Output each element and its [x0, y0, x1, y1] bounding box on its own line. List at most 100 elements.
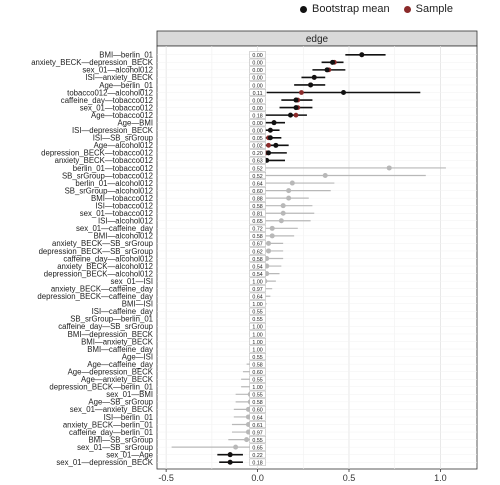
y-label: SB_srGroup—alcohol012	[65, 186, 153, 195]
sample-swatch	[403, 5, 411, 13]
p-label-box	[249, 141, 266, 149]
y-label: sex_01—tobacco012	[80, 103, 153, 112]
y-label: BMI—caffeine_day	[87, 345, 153, 354]
p-label: 0.61	[252, 423, 262, 429]
p-label: 1.00	[252, 325, 262, 331]
p-label: 0.55	[252, 317, 262, 323]
p-label: 0.00	[252, 106, 262, 112]
y-label: ISI—SB_srGroup	[93, 134, 154, 143]
p-label-box	[249, 111, 266, 119]
y-label: ISI—anxiety_BECK	[85, 73, 153, 82]
y-label: depression_BECK—tobacco012	[41, 149, 153, 158]
p-label: 0.63	[252, 159, 262, 165]
p-label: 0.00	[252, 83, 262, 89]
p-label: 0.22	[252, 453, 262, 459]
p-label: 0.05	[252, 136, 262, 142]
bootstrap-mean-point	[287, 112, 293, 118]
y-label: caffeine_day—tobacco012	[61, 96, 153, 105]
p-label-box	[249, 458, 266, 466]
p-label: 1.00	[252, 347, 262, 353]
p-label: 0.54	[252, 272, 262, 278]
p-label: 0.72	[252, 227, 262, 233]
p-label: 0.58	[252, 362, 262, 368]
bootstrap-mean-point	[267, 127, 273, 133]
y-label: sex_01—BMI	[106, 390, 153, 399]
p-label: 0.54	[252, 264, 262, 270]
y-label: Age—depression_BECK	[68, 367, 154, 376]
p-label-box	[249, 270, 266, 278]
y-label: sex_01—ISI	[111, 277, 153, 286]
p-label-box	[249, 164, 266, 172]
p-label-box	[249, 262, 266, 270]
bootstrap-mean-point	[266, 150, 272, 156]
p-label-box	[249, 119, 266, 127]
y-label: caffeine_day—berlin_01	[69, 428, 153, 437]
y-label: anxiety_BECK—SB_srGroup	[52, 239, 154, 248]
p-label-box	[249, 58, 266, 66]
p-label: 0.00	[252, 68, 262, 74]
bootstrap-mean-point	[386, 165, 392, 171]
p-label-box	[249, 179, 266, 187]
bootstrap-mean-point	[266, 248, 272, 254]
bootstrap-mean-point	[269, 233, 275, 239]
p-label-box	[249, 360, 266, 368]
p-label: 0.00	[252, 61, 262, 67]
legend-label-bootstrap: Bootstrap mean	[312, 3, 390, 15]
p-label-box	[249, 126, 266, 134]
bootstrap-mean-point	[359, 52, 365, 58]
p-label: 0.58	[252, 204, 262, 210]
p-label: 0.65	[252, 219, 262, 225]
y-label: Age—BMI	[117, 118, 153, 127]
p-label: 0.55	[252, 378, 262, 384]
p-label-box	[249, 390, 266, 398]
y-label: ISI—depression_BECK	[72, 126, 154, 135]
bootstrap-mean-point	[227, 459, 233, 465]
p-label: 0.60	[252, 408, 262, 414]
y-label: sex_01—depression_BECK	[56, 458, 153, 467]
sample-point	[299, 90, 304, 95]
p-label: 0.18	[252, 461, 262, 467]
p-label: 0.97	[252, 287, 262, 293]
bootstrap-mean-point	[280, 210, 286, 216]
bootstrap-mean-point	[286, 188, 292, 194]
sample-point	[266, 142, 271, 148]
p-label-box	[249, 398, 266, 406]
p-label: 1.00	[252, 302, 262, 308]
p-label-box	[249, 202, 266, 210]
p-label: 0.64	[252, 181, 262, 187]
p-label: 0.00	[252, 53, 262, 59]
bootstrap-mean-point	[269, 225, 275, 231]
p-label-box	[249, 104, 266, 112]
p-label-box	[249, 73, 266, 81]
y-label: Age—tobacco012	[91, 111, 153, 120]
p-label-box	[249, 247, 266, 255]
bootstrap-mean-point	[311, 74, 317, 80]
p-label-box	[249, 353, 266, 361]
y-label: Age—anxiety_BECK	[81, 375, 154, 384]
p-label: 0.58	[252, 234, 262, 240]
y-label: SB_srGroup—berlin_01	[70, 315, 153, 324]
y-label: SB_srGroup—tobacco012	[62, 171, 153, 180]
bootstrap-mean-point	[271, 120, 277, 126]
p-label-box	[249, 345, 266, 353]
legend-item-sample: Sample	[403, 3, 453, 15]
bootstrap-mean-point	[227, 452, 233, 458]
p-label: 0.58	[252, 400, 262, 406]
y-label: sex_01—alcohol012	[82, 66, 153, 75]
y-label: anxiety_BECK—tobacco012	[55, 156, 153, 165]
y-label: Age—berlin_01	[99, 81, 153, 90]
y-label: berlin_01—tobacco012	[73, 164, 153, 173]
bootstrap-mean-point	[308, 82, 314, 88]
y-label: ISI—alcohol012	[98, 217, 153, 226]
p-label-box	[249, 81, 266, 89]
bootstrap-mean-point	[267, 135, 273, 141]
p-label-box	[249, 217, 266, 225]
p-label: 0.97	[252, 430, 262, 436]
p-label: 0.18	[252, 113, 262, 119]
p-label-box	[249, 300, 266, 308]
bootstrap-mean-swatch	[300, 5, 307, 13]
y-label: sex_01—anxiety_BECK	[70, 405, 154, 414]
y-label: anxiety_BECK—depression_BECK	[31, 58, 154, 67]
p-label: 0.64	[252, 415, 262, 421]
p-label: 0.00	[252, 129, 262, 135]
